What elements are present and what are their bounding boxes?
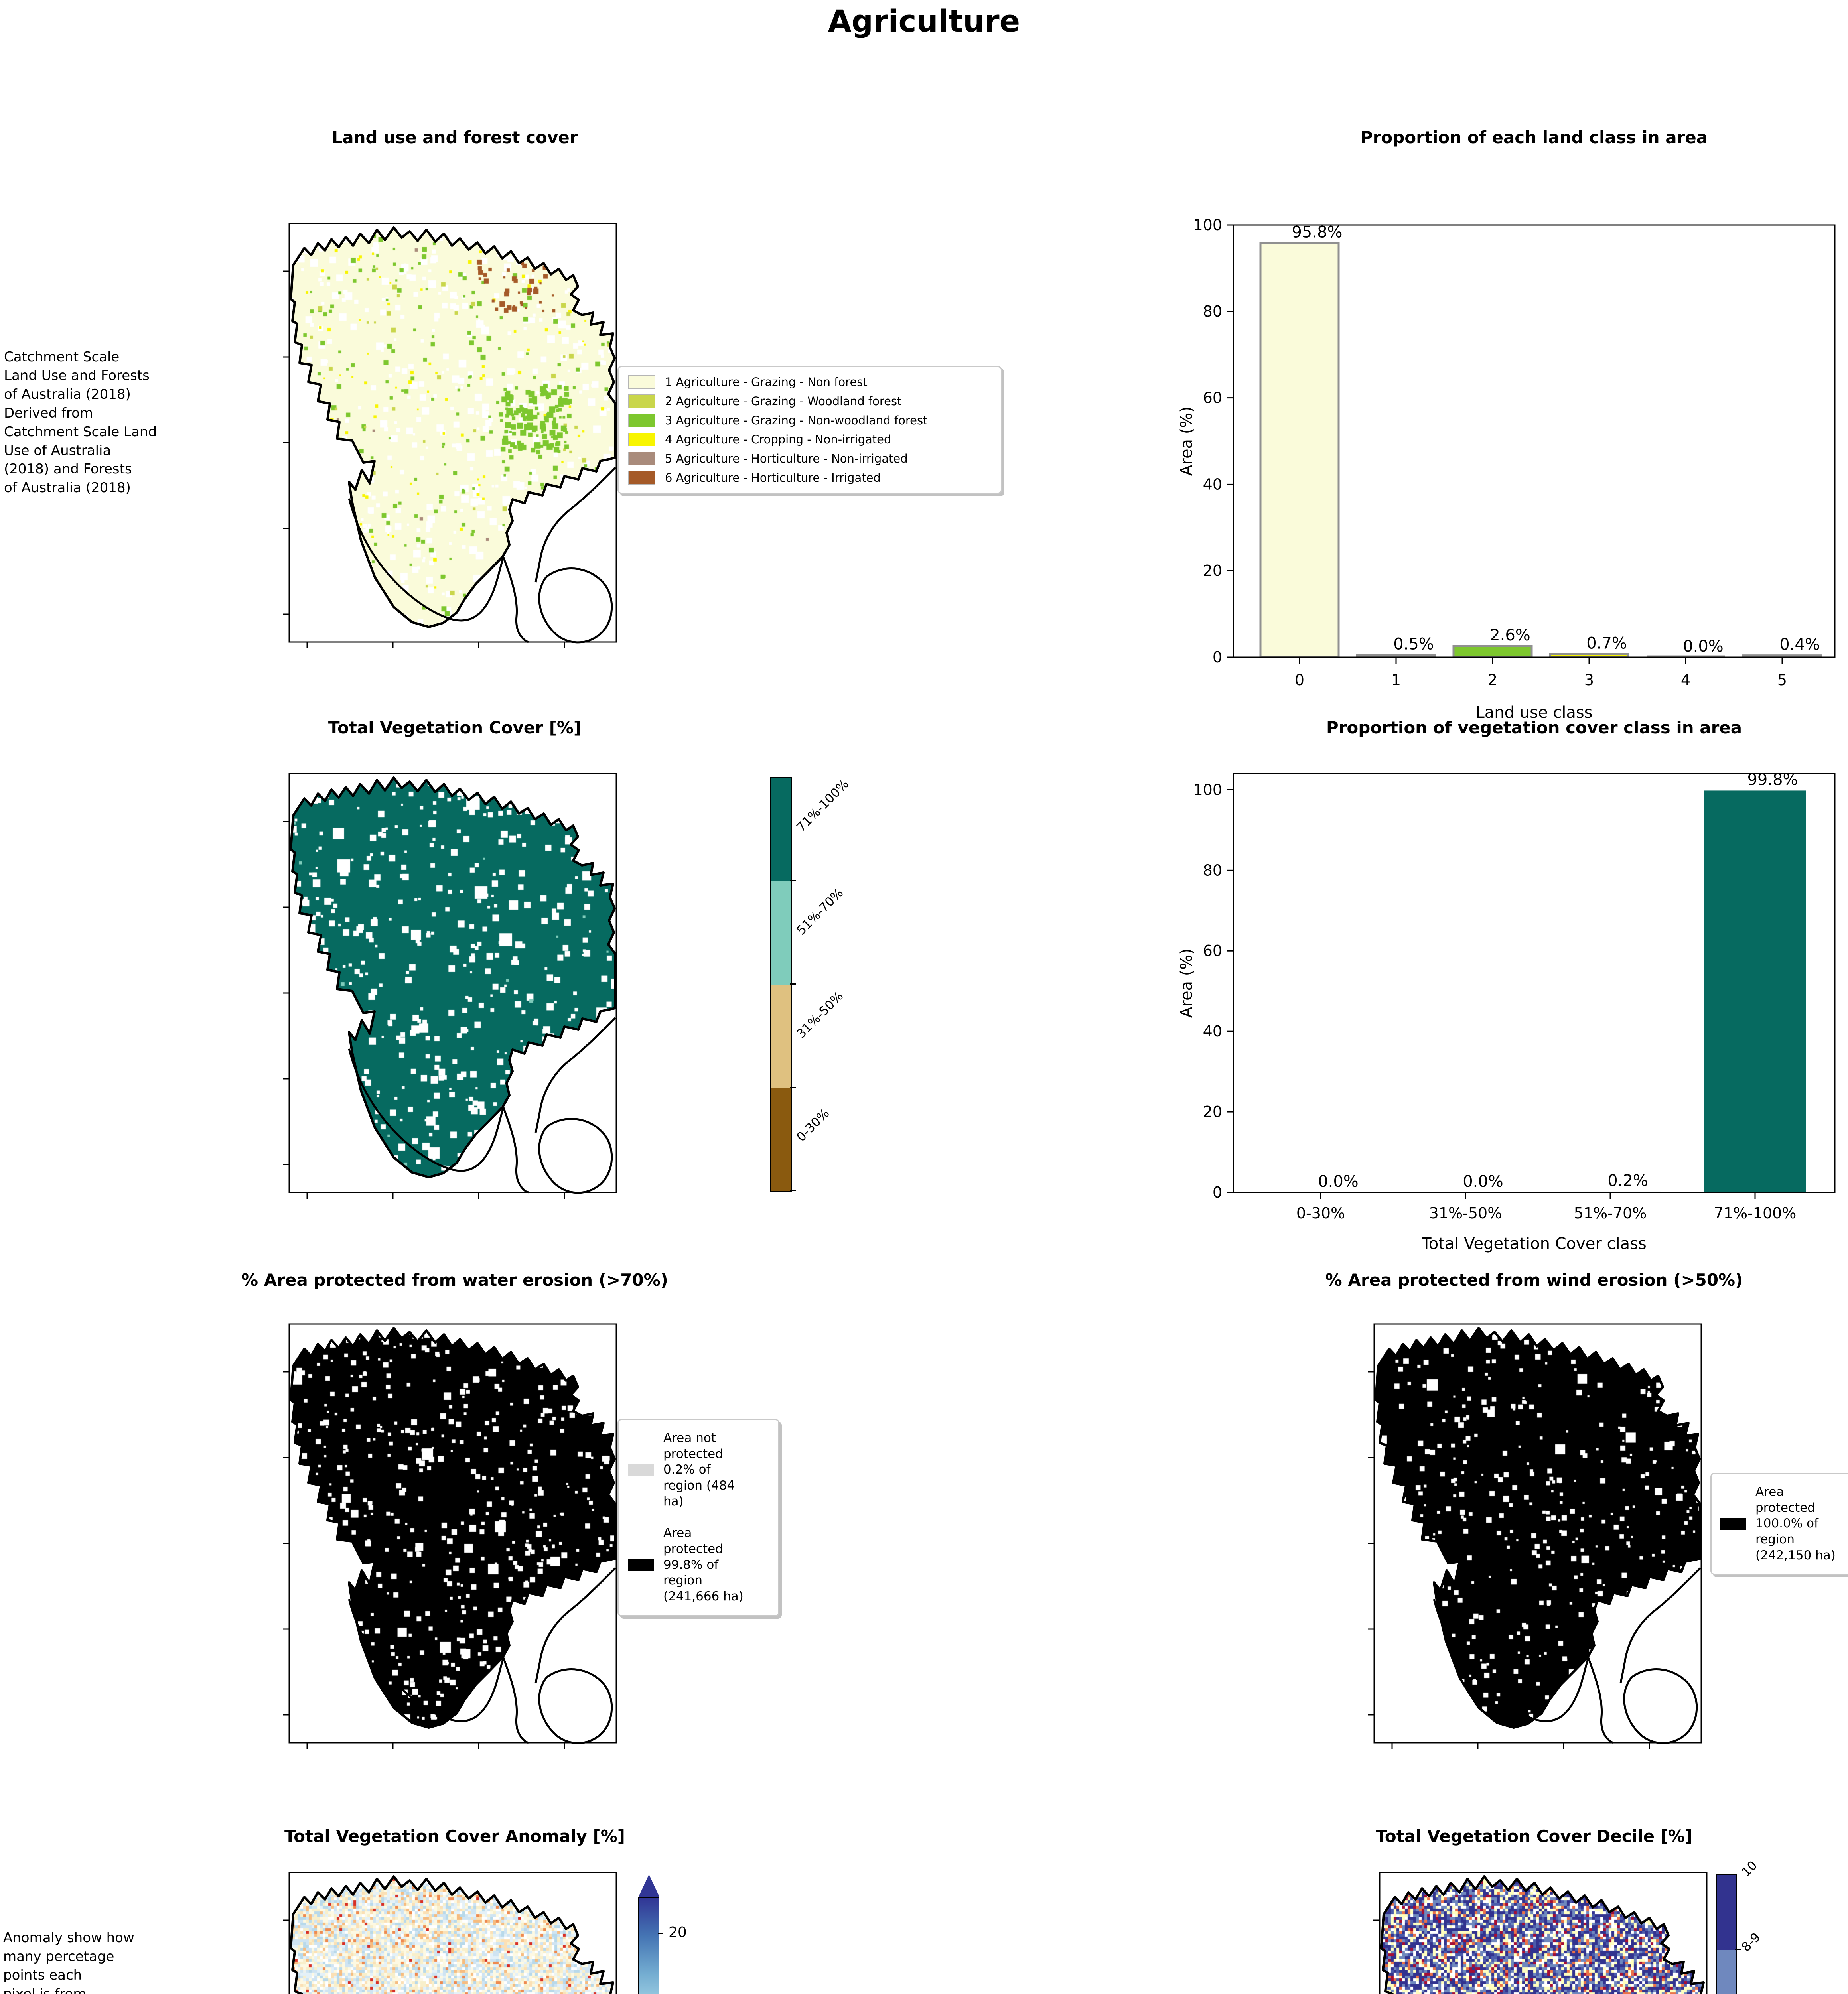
svg-text:2: 2	[1488, 671, 1497, 689]
legend-item: 6 Agriculture - Horticulture - Irrigated	[628, 471, 991, 485]
anomaly-note: Anomaly show how many percetage points e…	[3, 1930, 134, 1994]
legend-item: Area protected 100.0% of region (242,150…	[1720, 1484, 1848, 1563]
legend-item: 2 Agriculture - Grazing - Woodland fores…	[628, 394, 991, 408]
legend-label: 1 Agriculture - Grazing - Non forest	[665, 375, 868, 389]
svg-text:40: 40	[1203, 1023, 1222, 1040]
page-title: Agriculture	[828, 3, 1020, 39]
legend-swatch	[628, 452, 655, 465]
legend-label: 2 Agriculture - Grazing - Woodland fores…	[665, 394, 902, 408]
svg-text:95.8%: 95.8%	[1292, 223, 1342, 242]
legend-label: Area not protected 0.2% of region (484 h…	[663, 1431, 735, 1509]
legend-item: 1 Agriculture - Grazing - Non forest	[628, 375, 991, 389]
land-use-legend: 1 Agriculture - Grazing - Non forest 2 A…	[617, 366, 1002, 494]
land-class-chart-title: Proportion of each land class in area	[1360, 128, 1708, 147]
svg-text:0.4%: 0.4%	[1779, 636, 1820, 654]
svg-text:60: 60	[1203, 942, 1222, 960]
veg-cover-chart-title: Proportion of vegetation cover class in …	[1326, 718, 1742, 737]
legend-label: Area protected 100.0% of region (242,150…	[1755, 1485, 1836, 1562]
svg-text:Area (%): Area (%)	[1177, 948, 1196, 1018]
legend-swatch	[628, 375, 655, 389]
svg-text:0.0%: 0.0%	[1683, 637, 1724, 656]
wind-erosion-map	[1368, 1323, 1702, 1749]
wind-erosion-map-title: % Area protected from wind erosion (>50%…	[1325, 1270, 1743, 1290]
legend-swatch	[628, 414, 655, 427]
legend-item: 3 Agriculture - Grazing - Non-woodland f…	[628, 414, 991, 427]
land-use-source-note: Catchment Scale Land Use and Forests of …	[4, 349, 157, 496]
legend-item: 4 Agriculture - Cropping - Non-irrigated	[628, 433, 991, 446]
svg-text:1: 1	[1391, 671, 1401, 689]
svg-text:71%-100%: 71%-100%	[1714, 1204, 1797, 1222]
legend-label: 3 Agriculture - Grazing - Non-woodland f…	[665, 414, 928, 427]
legend-item: Area not protected 0.2% of region (484 h…	[628, 1430, 769, 1509]
water-erosion-legend: Area not protected 0.2% of region (484 h…	[617, 1419, 779, 1616]
legend-swatch	[628, 471, 655, 485]
decile-map-title: Total Vegetation Cover Decile [%]	[1375, 1827, 1693, 1846]
svg-text:0.5%: 0.5%	[1393, 635, 1434, 654]
water-erosion-map	[283, 1323, 617, 1749]
svg-text:51%-70%: 51%-70%	[1574, 1204, 1647, 1222]
legend-swatch	[628, 1464, 654, 1476]
veg-cover-map	[283, 773, 617, 1199]
svg-text:0: 0	[1213, 1184, 1222, 1201]
land-use-map-title: Land use and forest cover	[331, 128, 578, 147]
svg-text:0-30%: 0-30%	[1296, 1204, 1345, 1222]
svg-text:80: 80	[1203, 303, 1222, 320]
svg-text:4: 4	[1681, 671, 1690, 689]
svg-text:0: 0	[1213, 648, 1222, 666]
legend-label: 6 Agriculture - Horticulture - Irrigated	[665, 471, 881, 485]
land-use-map	[283, 223, 617, 648]
legend-item: 5 Agriculture - Horticulture - Non-irrig…	[628, 452, 991, 465]
svg-text:60: 60	[1203, 389, 1222, 407]
veg-cover-chart: 0 20 40 60 80 100 0-30% 0.0% 31%-50% 0.0% 51%-70% 0…	[1177, 738, 1848, 1260]
anomaly-map	[283, 1872, 617, 1994]
legend-label: 5 Agriculture - Horticulture - Non-irrig…	[665, 452, 908, 465]
svg-text:100: 100	[1193, 216, 1222, 234]
water-erosion-map-title: % Area protected from water erosion (>70…	[241, 1270, 668, 1290]
svg-text:31%-50%: 31%-50%	[1429, 1204, 1502, 1222]
svg-text:40: 40	[1203, 475, 1222, 493]
land-class-chart: 0 20 40 60 80 100 0 95.8% 1 0.5% 2 2.6% 3 0.7% 4 0.0% 5 0…	[1177, 187, 1848, 734]
svg-text:80: 80	[1203, 861, 1222, 879]
svg-text:5: 5	[1777, 671, 1787, 689]
svg-text:20: 20	[1203, 562, 1222, 579]
anomaly-map-title: Total Vegetation Cover Anomaly [%]	[284, 1827, 625, 1846]
veg-cover-map-title: Total Vegetation Cover [%]	[328, 718, 582, 737]
legend-swatch	[1720, 1518, 1746, 1530]
decile-note: Deciles show where the pixel value lies …	[928, 1991, 1175, 1994]
svg-text:100: 100	[1193, 781, 1222, 798]
svg-text:Total Vegetation Cover class: Total Vegetation Cover class	[1421, 1235, 1647, 1253]
svg-text:20: 20	[1203, 1103, 1222, 1121]
legend-item: Area protected 99.8% of region (241,666 …	[628, 1525, 769, 1604]
svg-text:0.0%: 0.0%	[1318, 1172, 1359, 1191]
svg-text:2.6%: 2.6%	[1490, 626, 1530, 644]
svg-text:Land use class: Land use class	[1475, 703, 1592, 722]
decile-map	[1373, 1872, 1708, 1994]
svg-text:0.0%: 0.0%	[1463, 1172, 1503, 1191]
wind-erosion-legend: Area protected 100.0% of region (242,150…	[1710, 1473, 1848, 1575]
veg-cover-colorbar: 71%-100% 51%-70% 31%-50% 0-30%	[770, 776, 852, 1192]
svg-text:0.7%: 0.7%	[1586, 634, 1627, 652]
anomaly-colorbar: 20100−10−20	[638, 1874, 687, 1994]
legend-label: 4 Agriculture - Cropping - Non-irrigated	[665, 433, 891, 446]
decile-colorbar: 108-94-72-31	[1716, 1858, 1763, 1994]
svg-text:0: 0	[1295, 671, 1304, 689]
svg-text:0.2%: 0.2%	[1607, 1172, 1648, 1190]
legend-swatch	[628, 394, 655, 408]
svg-text:3: 3	[1584, 671, 1594, 689]
legend-label: Area protected 99.8% of region (241,666 …	[663, 1526, 744, 1604]
legend-swatch	[628, 1559, 654, 1571]
svg-text:Area (%): Area (%)	[1177, 406, 1196, 476]
legend-swatch	[628, 433, 655, 446]
